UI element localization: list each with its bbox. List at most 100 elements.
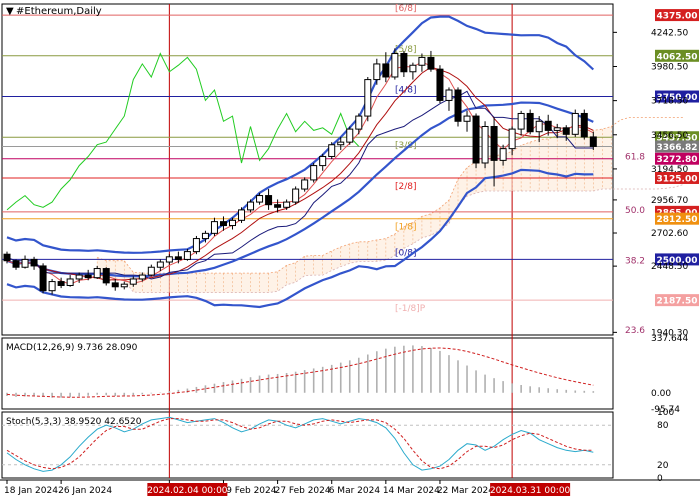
price-tag-label: 4375.00 <box>657 12 698 22</box>
symbol-menu-icon[interactable]: ▼ <box>6 6 14 17</box>
candle-body <box>292 188 300 203</box>
span-b-line <box>97 184 684 294</box>
murray-level-label: [-1/8]P <box>395 304 426 314</box>
candle-body <box>310 165 318 181</box>
murray-level-label: [0/8] <box>395 248 417 258</box>
candle-body <box>210 221 218 234</box>
candle-body <box>12 260 20 268</box>
date-tick-label: 19 Feb 2024 <box>220 486 276 496</box>
fib-level-label: 38.2 <box>625 257 645 267</box>
price-tag-box <box>655 140 699 153</box>
stoch-label: Stoch(5,3,3) 38.9520 42.6520 <box>6 417 142 427</box>
price-tag-box <box>655 131 699 144</box>
candle-body <box>427 56 435 70</box>
stoch-tick-label: 20 <box>657 461 669 471</box>
fib-level-label: 23.6 <box>625 326 645 336</box>
panel-frame <box>1 411 614 479</box>
candle-body <box>472 115 480 164</box>
candle-body <box>111 282 119 288</box>
candle-body <box>39 265 47 292</box>
date-tick-label: 6 Mar 2024 <box>329 486 381 496</box>
candle-body <box>544 120 552 131</box>
candles[interactable] <box>3 48 597 295</box>
candle-body <box>57 281 65 286</box>
candle-body <box>138 274 146 280</box>
price-tag-box <box>655 9 699 22</box>
murray-level-label: [4/8] <box>395 86 417 96</box>
candle-body <box>499 148 507 161</box>
candle-body <box>409 64 417 73</box>
candle-body <box>21 258 29 268</box>
candle-body <box>508 128 516 150</box>
date-tick-label: 18 Jan 2024 <box>4 486 58 496</box>
macd-signal-line <box>6 347 594 398</box>
candle-body <box>562 127 570 135</box>
bollinger-lower <box>6 168 594 309</box>
candle-body <box>48 281 56 292</box>
candle-body <box>183 251 191 260</box>
murray-levels: [6/8]4375.00[5/8]4062.50[4/8]3750.00[3/8… <box>2 4 699 336</box>
candle-body <box>526 112 534 133</box>
price-tick-label: 2956.70 <box>651 196 688 206</box>
candle-body <box>454 89 462 122</box>
stoch-panel <box>2 416 613 472</box>
candle-body <box>156 261 164 268</box>
candle-body <box>481 125 489 164</box>
fib-level-label: 61.8 <box>625 152 645 162</box>
murray-level-label: [6/8] <box>395 4 417 14</box>
candle-body <box>93 268 101 279</box>
price-tick-label: 1940.30 <box>651 328 688 338</box>
span-a-line <box>97 117 684 274</box>
candle-body <box>238 209 246 221</box>
candle-body <box>30 258 38 267</box>
candle-body <box>346 128 354 143</box>
price-tag-label: 3750.00 <box>657 93 698 103</box>
macd-tick-label: 0.00 <box>651 389 671 399</box>
candle-body <box>283 201 291 208</box>
candle-body <box>355 115 363 130</box>
macd-label: MACD(12,26,9) 9.736 28.090 <box>6 343 138 353</box>
fib-level-label: 50.0 <box>625 206 645 216</box>
candle-body <box>3 253 11 262</box>
candle-body <box>219 221 227 227</box>
candle-body <box>84 274 92 279</box>
candle-body <box>229 219 236 227</box>
candle-body <box>75 274 83 280</box>
candle-body <box>445 89 453 101</box>
murray-level-label: [5/8] <box>395 45 417 55</box>
candle-body <box>589 136 597 147</box>
stoch-tick-label: 80 <box>657 421 669 431</box>
candle-body <box>571 112 579 135</box>
candle-body <box>174 256 182 260</box>
candle-body <box>580 112 588 138</box>
stoch-tick-label: 100 <box>657 408 674 418</box>
grid-layer <box>0 3 700 481</box>
candle-body <box>535 120 543 133</box>
date-tick-label: 26 Jan 2024 <box>58 486 112 496</box>
stoch-d-line <box>6 418 594 470</box>
price-tick-label: 2448.50 <box>651 262 688 272</box>
date-tick-label: 27 Feb 2024 <box>275 486 331 496</box>
macd-tick-label: -95.74 <box>651 405 680 415</box>
axes: 4242.50 3980.50 3718.50 3456.50 3194.50 2956.… <box>4 28 688 496</box>
date-highlight-box <box>147 483 228 496</box>
price-tick-label: 3718.50 <box>651 97 688 107</box>
candle-body <box>102 268 110 284</box>
price-tick-label: 3980.50 <box>651 62 688 72</box>
price-tag-label: 3437.50 <box>657 134 698 144</box>
candle-body <box>201 232 209 240</box>
macd-panel <box>6 345 595 398</box>
candle-body <box>364 79 372 117</box>
candle-body <box>436 68 444 101</box>
panel-frame <box>1 337 614 410</box>
candle-body <box>463 115 471 122</box>
candle-body <box>373 63 381 81</box>
price-tag-box <box>655 90 699 103</box>
price-tag-box <box>655 152 699 165</box>
candle-body <box>400 53 408 73</box>
price-tag-box <box>655 253 699 266</box>
date-tick-label: 22 Mar 2024 <box>437 486 494 496</box>
candle-body <box>301 179 309 190</box>
